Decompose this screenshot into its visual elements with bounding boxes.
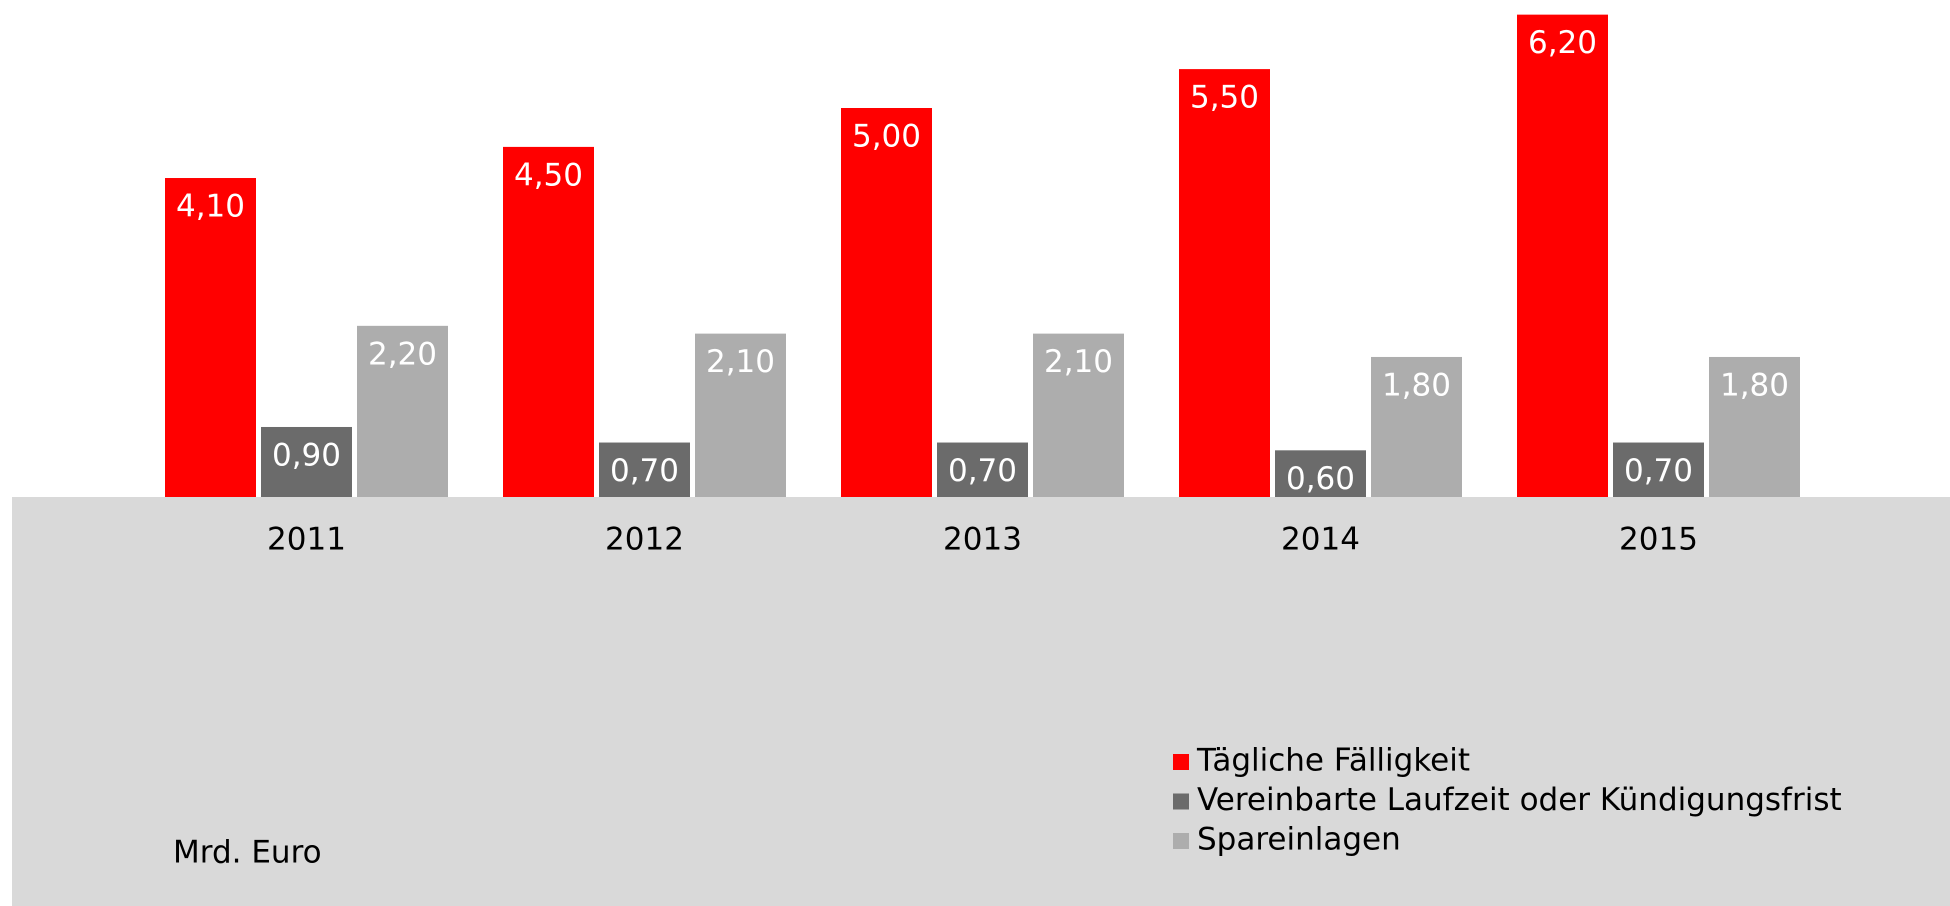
bar	[503, 146, 594, 497]
unit-label: Mrd. Euro	[173, 835, 322, 871]
value-label: 6,20	[1528, 25, 1597, 61]
x-tick-label: 2014	[1281, 522, 1360, 558]
value-label: 5,50	[1190, 80, 1259, 116]
value-label: 2,20	[368, 336, 437, 372]
legend-swatch	[1173, 833, 1189, 849]
x-tick-label: 2011	[267, 522, 346, 558]
legend-label: Spareinlagen	[1197, 822, 1401, 858]
bar	[841, 108, 932, 497]
value-label: 2,10	[1044, 344, 1113, 380]
legend-swatch	[1173, 793, 1189, 810]
value-label: 2,10	[706, 344, 775, 380]
value-label: 0,90	[272, 437, 341, 473]
value-label: 0,70	[1624, 453, 1693, 489]
legend-label: Vereinbarte Laufzeit oder Kündigungsfris…	[1197, 782, 1842, 818]
value-label: 0,70	[610, 453, 679, 489]
bar	[937, 442, 1028, 497]
bar	[1179, 69, 1270, 497]
bar	[1517, 14, 1608, 497]
value-label: 1,80	[1720, 367, 1789, 403]
x-tick-label: 2015	[1619, 522, 1698, 558]
bar	[357, 325, 448, 497]
legend-label: Tägliche Fälligkeit	[1196, 743, 1470, 779]
bar	[1275, 450, 1366, 497]
bar	[1371, 356, 1462, 497]
bar	[1613, 442, 1704, 497]
value-label: 1,80	[1382, 367, 1451, 403]
value-label: 4,50	[514, 157, 583, 193]
bar	[599, 442, 690, 497]
value-label: 5,00	[852, 119, 921, 155]
bar	[1033, 333, 1124, 497]
bar	[165, 178, 256, 497]
panel	[12, 497, 1950, 906]
value-label: 4,10	[176, 189, 245, 225]
bar	[1709, 356, 1800, 497]
value-label: 0,70	[948, 453, 1017, 489]
x-tick-label: 2013	[943, 522, 1022, 558]
bar	[261, 426, 352, 497]
x-tick-label: 2012	[605, 522, 684, 558]
bar	[695, 333, 786, 497]
value-label: 0,60	[1286, 461, 1355, 497]
legend-swatch	[1173, 754, 1189, 770]
